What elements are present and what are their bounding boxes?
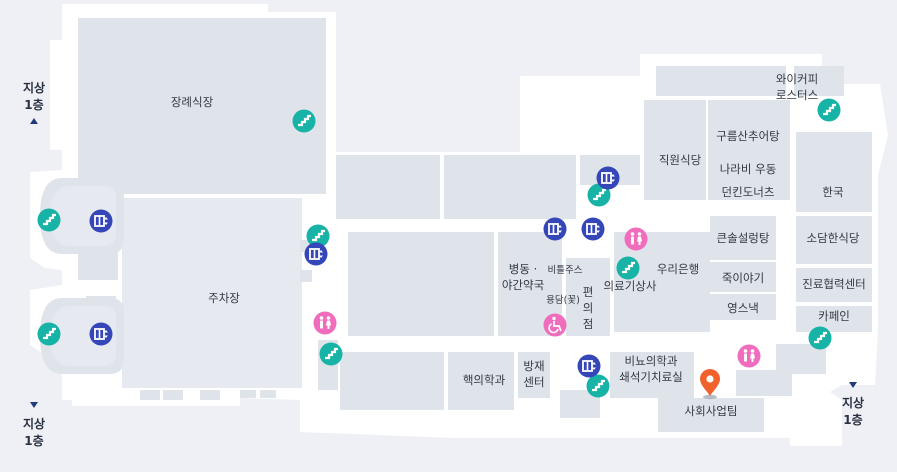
elevator-icon[interactable] <box>89 322 113 346</box>
escalator-icon[interactable] <box>808 326 832 350</box>
label-nuclear-medicine: 핵의학과 <box>463 373 506 387</box>
restroom-icon[interactable] <box>737 344 761 368</box>
exit-right-down[interactable]: 지상 1층 <box>842 382 864 427</box>
elevator-icon[interactable] <box>89 209 113 233</box>
label-woori-bank: 우리은행 <box>657 262 699 276</box>
room-parking[interactable] <box>122 198 302 388</box>
exit-left-up-line1: 지상 <box>23 80 45 95</box>
escalator-icon[interactable] <box>817 98 841 122</box>
exit-left-down-line1: 지상 <box>23 416 45 431</box>
label-sodam: 소담한식당 <box>807 231 860 245</box>
escalator-icon[interactable] <box>37 322 61 346</box>
label-beautiful-store: 비틀주스 <box>548 265 583 276</box>
elevator-icon[interactable] <box>581 217 605 241</box>
restroom-icon[interactable] <box>624 227 648 251</box>
label-wycoffee-2: 로스터스 <box>776 88 818 102</box>
label-cooperation-center: 진료협력센터 <box>802 277 865 291</box>
label-narabi: 나라비 우동 <box>720 162 777 176</box>
labels: 장례식장 주차장 병동 · 야간약국 비틀주스 용담(꽃) 편 의 점 의료기상… <box>171 72 866 418</box>
label-pharmacy-1: 병동 · <box>509 262 537 276</box>
exit-left-down-line2: 1층 <box>24 433 43 448</box>
label-parking: 주차장 <box>208 291 240 305</box>
label-pharmacy-2: 야간약국 <box>502 278 544 292</box>
label-urology-1: 비뇨의학과 <box>625 354 678 368</box>
wheelchair-icon[interactable] <box>543 313 567 337</box>
label-juk: 죽이야기 <box>722 271 764 285</box>
escalator-icon[interactable] <box>586 374 610 398</box>
label-convenience-2: 의 <box>583 301 594 315</box>
escalator-icon[interactable] <box>319 342 343 366</box>
label-convenience-3: 점 <box>583 317 594 331</box>
elevator-icon[interactable] <box>304 242 328 266</box>
label-gureum: 구름산추어탕 <box>716 129 780 143</box>
label-hanguk: 한국 <box>822 185 843 199</box>
arrow-up-icon <box>30 118 38 124</box>
exit-left-up[interactable]: 지상 1층 <box>23 80 45 124</box>
restroom-icon[interactable] <box>313 311 337 335</box>
escalator-icon[interactable] <box>37 208 61 232</box>
elevator-icon[interactable] <box>596 166 620 190</box>
elevator-icon[interactable] <box>543 217 567 241</box>
escalator-icon[interactable] <box>616 256 640 280</box>
label-dunkin: 던킨도너츠 <box>722 185 775 199</box>
arrow-down-icon <box>849 382 857 388</box>
label-radiation-1: 방재 <box>523 359 544 373</box>
label-cafe: 카페인 <box>818 309 850 323</box>
label-flower-shop: 용담(꽃) <box>546 294 580 306</box>
exit-right-down-line2: 1층 <box>843 412 862 427</box>
label-medical-supply: 의료기상사 <box>604 279 657 293</box>
label-yeongsu: 영스낵 <box>727 301 759 315</box>
label-staff-cafeteria: 직원식당 <box>659 153 702 167</box>
label-radiation-2: 센터 <box>523 375 544 389</box>
rooms <box>40 18 872 432</box>
label-convenience-1: 편 <box>583 285 594 299</box>
label-wycoffee-1: 와이커피 <box>776 72 818 86</box>
label-social-work: 사회사업팀 <box>685 404 738 418</box>
label-urology-2: 쇄석기치료실 <box>619 370 682 384</box>
label-keunsol: 큰솔설렁탕 <box>717 231 770 245</box>
exit-left-down[interactable]: 지상 1층 <box>23 402 45 448</box>
room-funeral-hall[interactable] <box>78 18 326 194</box>
exit-left-up-line2: 1층 <box>24 97 43 112</box>
label-funeral-hall: 장례식장 <box>171 95 214 109</box>
escalator-icon[interactable] <box>292 109 316 133</box>
elevator-icon[interactable] <box>577 354 601 378</box>
exit-right-down-line1: 지상 <box>842 395 864 410</box>
arrow-down-icon <box>30 402 38 408</box>
